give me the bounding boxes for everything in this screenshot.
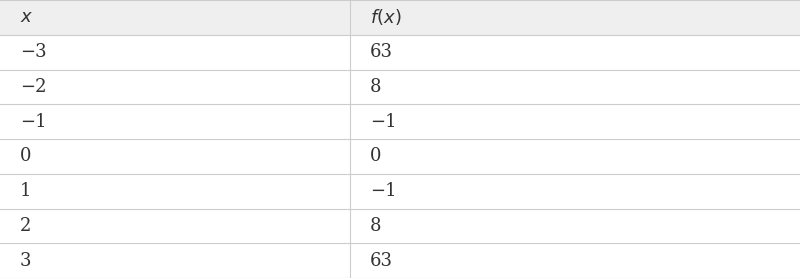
Text: −2: −2	[20, 78, 46, 96]
Text: 1: 1	[20, 182, 31, 200]
Bar	[0, 0, 800, 35]
Text: 8: 8	[370, 217, 382, 235]
Text: $\mathit{x}$: $\mathit{x}$	[20, 8, 34, 26]
Bar	[0, 174, 800, 208]
Bar	[0, 208, 800, 243]
Text: 63: 63	[370, 252, 393, 270]
Text: −3: −3	[20, 43, 46, 61]
Text: 2: 2	[20, 217, 31, 235]
Text: −1: −1	[370, 182, 397, 200]
Text: 8: 8	[370, 78, 382, 96]
Bar	[0, 70, 800, 104]
Text: 0: 0	[370, 147, 382, 165]
Text: 63: 63	[370, 43, 393, 61]
Text: −1: −1	[370, 113, 397, 131]
Text: 3: 3	[20, 252, 31, 270]
Text: $\mathit{f(x)}$: $\mathit{f(x)}$	[370, 8, 402, 27]
Bar	[0, 104, 800, 139]
Bar	[0, 243, 800, 278]
Bar	[0, 139, 800, 174]
Text: 0: 0	[20, 147, 31, 165]
Bar	[0, 35, 800, 70]
Text: −1: −1	[20, 113, 46, 131]
